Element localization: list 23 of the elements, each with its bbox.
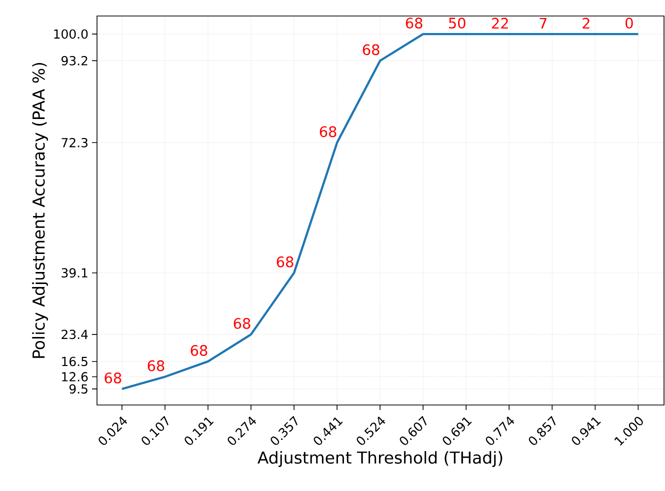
annotation: 68 <box>320 126 336 138</box>
y-tick-label: 12.6 <box>62 372 88 382</box>
y-tick-label: 72.3 <box>62 138 88 148</box>
annotation: 22 <box>492 18 508 29</box>
y-tick-label: 100.0 <box>54 29 88 39</box>
annotation: 68 <box>104 372 122 384</box>
annotation: 50 <box>449 18 466 29</box>
annotation: 68 <box>148 360 164 372</box>
annotation: 68 <box>406 18 422 29</box>
annotation: 68 <box>362 44 380 56</box>
y-tick-label: 23.4 <box>62 330 88 340</box>
annotation: 7 <box>540 18 547 29</box>
annotation: 0 <box>626 18 633 29</box>
annotation: 68 <box>234 318 250 329</box>
y-tick-label: 39.1 <box>62 268 88 278</box>
x-axis-title: Adjustment Threshold (THadj) <box>258 451 502 467</box>
y-axis-title: Policy Adjustment Accuracy (PAA %) <box>32 62 48 358</box>
y-tick-label: 9.5 <box>69 384 88 394</box>
annotation: 68 <box>276 256 294 268</box>
annotation: 2 <box>582 18 590 29</box>
annotation: 68 <box>190 345 208 356</box>
y-tick-label: 16.5 <box>62 356 88 366</box>
y-tick-label: 93.2 <box>62 56 88 66</box>
